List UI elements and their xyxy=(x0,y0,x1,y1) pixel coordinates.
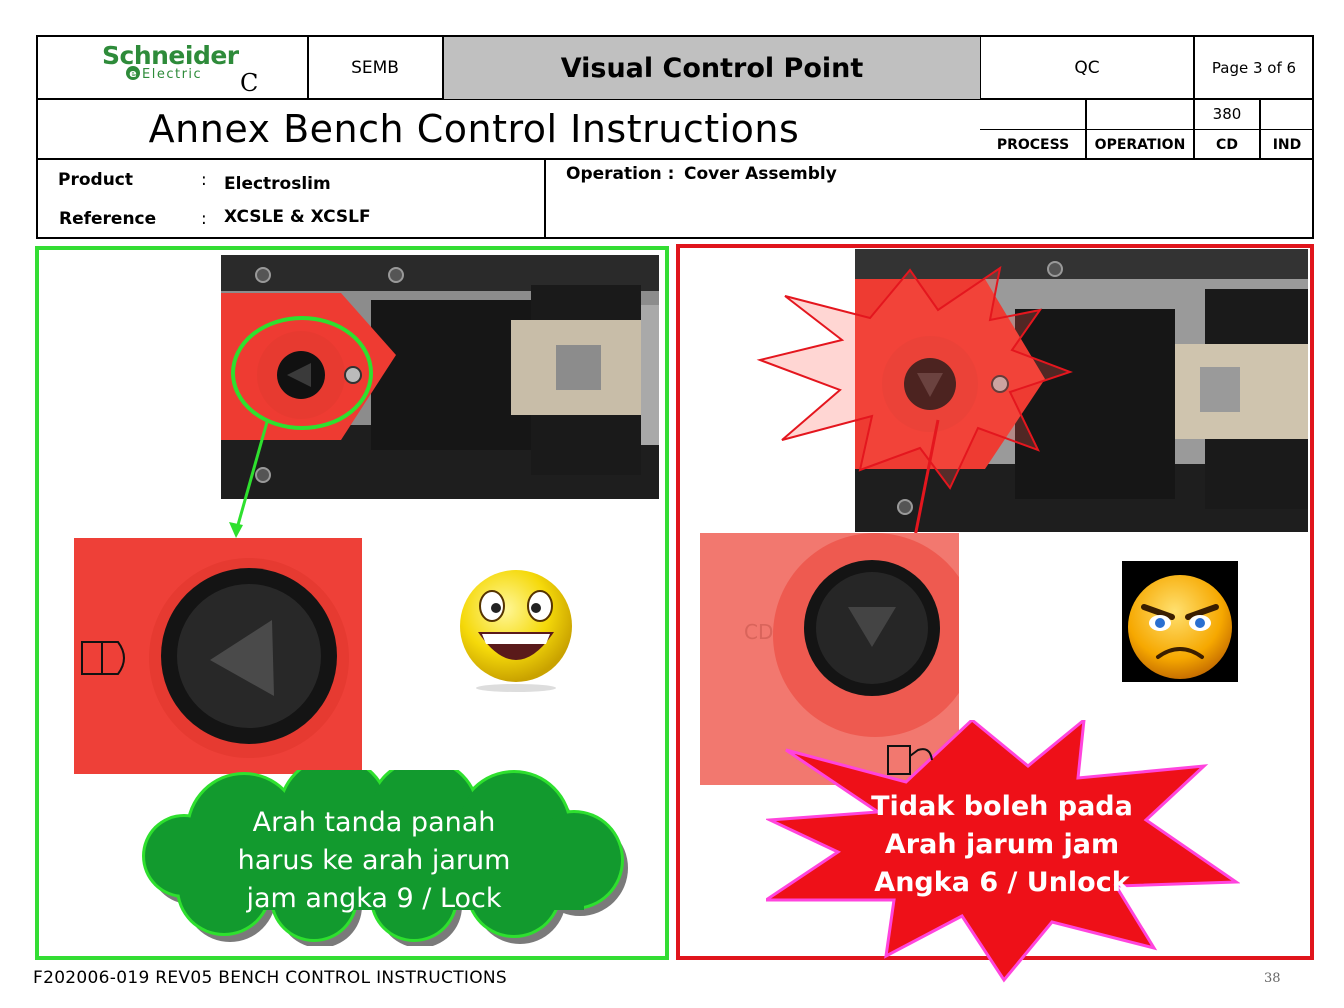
department: QC xyxy=(1074,58,1100,78)
switch-photo-unlocked xyxy=(855,249,1308,532)
angry-face-icon xyxy=(1122,561,1238,682)
logo-sub: Electric xyxy=(142,67,203,82)
incorrect-instruction-line-1: Tidak boleh pada xyxy=(871,791,1133,822)
closeup-photo-locked xyxy=(74,538,362,774)
product-label: Product xyxy=(58,170,133,190)
product-value: Electroslim xyxy=(224,174,331,194)
correct-instruction-line-2: harus ke arah jarum xyxy=(237,845,511,876)
reference-colon: : xyxy=(201,209,207,229)
cd-column-label: CD xyxy=(1216,137,1238,153)
switch-photo-locked xyxy=(221,255,659,499)
company-code: SEMB xyxy=(351,58,399,78)
logo-mark-icon: e xyxy=(126,66,140,80)
happy-face-icon xyxy=(458,568,574,692)
document-footer: F202006-019 REV05 BENCH CONTROL INSTRUCT… xyxy=(33,968,507,988)
document-title: Annex Bench Control Instructions xyxy=(148,107,800,151)
incorrect-instruction-line-3: Angka 6 / Unlock xyxy=(874,867,1130,898)
document-header: Schneider e Electric C SEMB Visual Contr… xyxy=(36,35,1314,239)
incorrect-instruction: Tidak boleh pada Arah jarum jam Angka 6 … xyxy=(812,788,1192,902)
correct-example-panel xyxy=(35,246,669,960)
operation-column-label: OPERATION xyxy=(1094,137,1186,153)
operation-label: Operation : xyxy=(566,164,675,184)
incorrect-instruction-line-2: Arah jarum jam xyxy=(884,829,1120,860)
correct-callout-cloud xyxy=(142,770,628,946)
logo-suffix: C xyxy=(240,69,259,97)
company-logo: Schneider e Electric C xyxy=(38,37,308,99)
correct-instruction-line-1: Arah tanda panah xyxy=(252,807,496,838)
product-colon: : xyxy=(201,170,207,190)
logo-brand: Schneider xyxy=(102,41,239,70)
svg-text:CD: CD xyxy=(744,620,773,644)
process-column-label: PROCESS xyxy=(996,137,1070,153)
operation-value: Cover Assembly xyxy=(684,164,837,184)
ind-column-label: IND xyxy=(1272,137,1302,153)
slide-number: 38 xyxy=(1264,971,1281,986)
cd-value: 380 xyxy=(1212,105,1242,123)
reference-value: XCSLE & XCSLF xyxy=(224,207,371,227)
incorrect-callout-burst xyxy=(766,720,1240,983)
correct-instruction-line-3: jam angka 9 / Lock xyxy=(246,883,502,914)
closeup-photo-unlocked: CD xyxy=(700,533,959,785)
form-title: Visual Control Point xyxy=(444,37,980,99)
correct-instruction: Arah tanda panah harus ke arah jarum jam… xyxy=(184,804,564,918)
reference-label: Reference xyxy=(59,209,157,229)
page-indicator: Page 3 of 6 xyxy=(1211,59,1297,77)
